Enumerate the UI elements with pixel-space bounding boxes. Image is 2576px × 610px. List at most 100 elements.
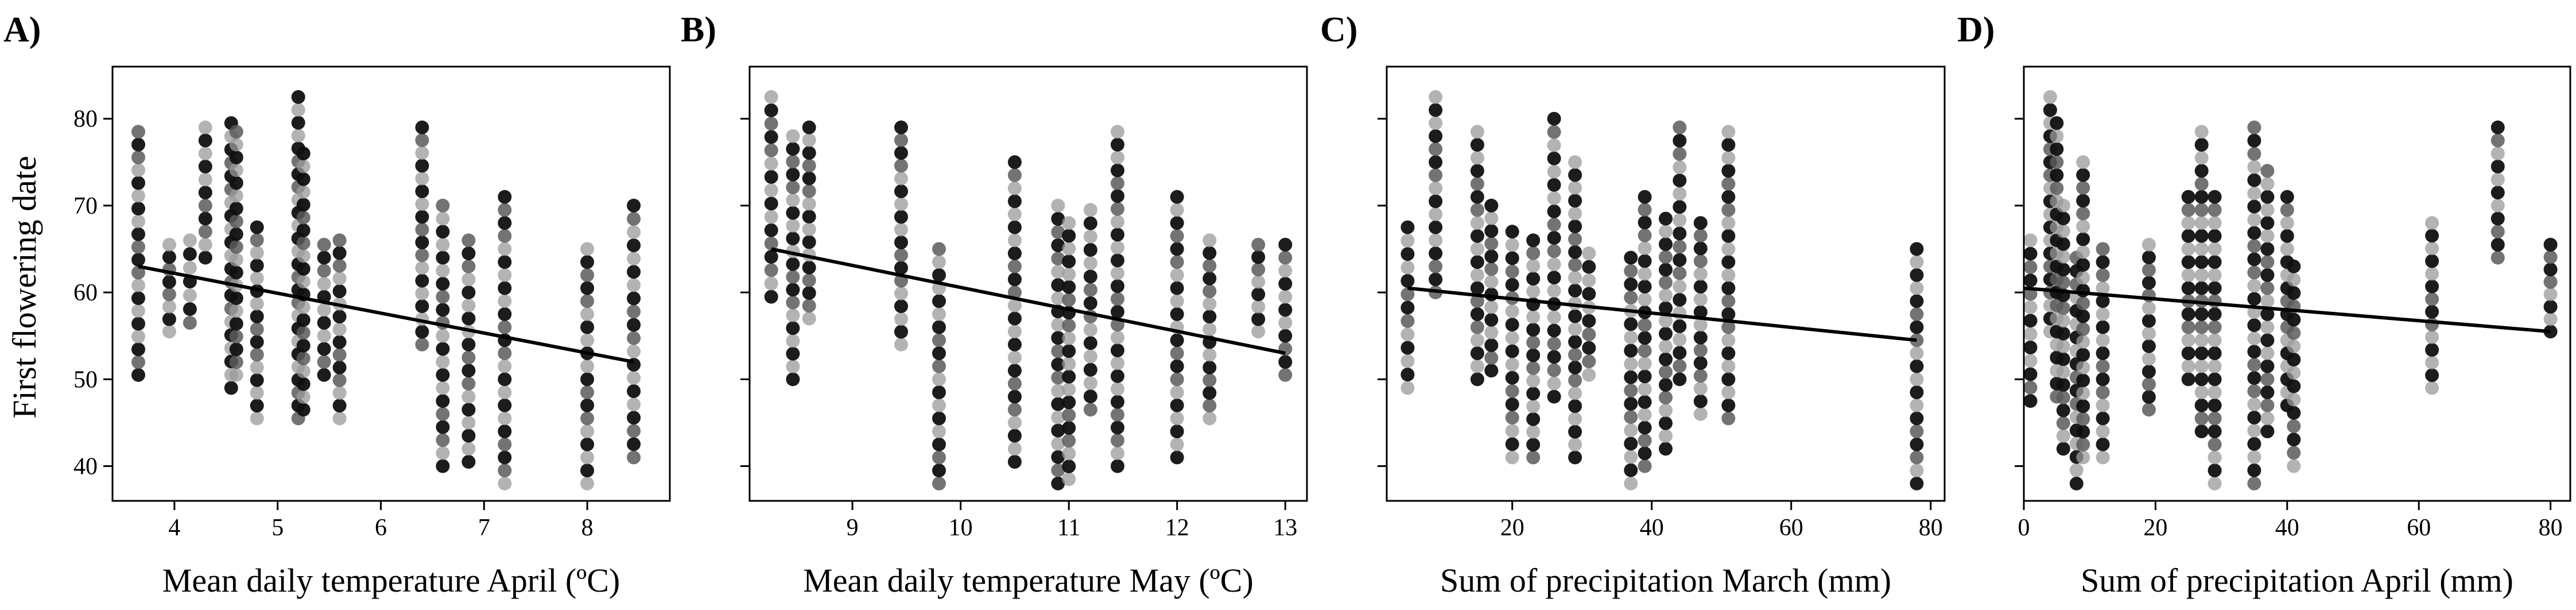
data-point bbox=[1673, 120, 1687, 134]
data-point bbox=[2056, 391, 2070, 405]
data-point bbox=[1007, 364, 1022, 378]
y-tick-label: 60 bbox=[73, 280, 98, 306]
data-point bbox=[332, 246, 347, 260]
data-point bbox=[2194, 138, 2209, 152]
data-point bbox=[1910, 372, 1924, 387]
data-point bbox=[2208, 216, 2222, 230]
data-point bbox=[786, 372, 800, 387]
data-point bbox=[1400, 341, 1415, 355]
data-point bbox=[894, 312, 908, 326]
data-point bbox=[1721, 398, 1736, 412]
data-point bbox=[1400, 368, 1415, 382]
data-point bbox=[1062, 369, 1076, 384]
data-point bbox=[1638, 254, 1652, 268]
data-point bbox=[764, 263, 778, 277]
data-point bbox=[1568, 348, 1582, 362]
data-point bbox=[2076, 258, 2090, 272]
data-point bbox=[2490, 133, 2505, 148]
data-point bbox=[296, 249, 311, 263]
data-point bbox=[461, 285, 476, 300]
data-point bbox=[1484, 351, 1499, 365]
data-point bbox=[2490, 211, 2505, 226]
data-point bbox=[1624, 476, 1638, 491]
data-point bbox=[2056, 301, 2070, 315]
data-point bbox=[1470, 150, 1484, 165]
data-point bbox=[296, 377, 311, 391]
data-point bbox=[1051, 476, 1065, 491]
data-point bbox=[802, 120, 816, 134]
data-point bbox=[1693, 343, 1708, 357]
data-point bbox=[131, 125, 145, 139]
data-point bbox=[764, 223, 778, 237]
data-point bbox=[786, 321, 800, 335]
data-point bbox=[932, 411, 946, 426]
data-point bbox=[2056, 442, 2070, 456]
data-point bbox=[1484, 224, 1499, 238]
data-point bbox=[1007, 285, 1022, 300]
data-point bbox=[1051, 291, 1065, 306]
data-point bbox=[415, 210, 429, 224]
data-point bbox=[436, 211, 450, 226]
data-point bbox=[229, 240, 243, 254]
data-point bbox=[1400, 314, 1415, 328]
data-point bbox=[1526, 424, 1541, 439]
data-point bbox=[764, 143, 778, 157]
data-point bbox=[1051, 212, 1065, 226]
data-point bbox=[1526, 387, 1541, 401]
data-point bbox=[498, 450, 512, 465]
x-tick-label: 10 bbox=[949, 515, 973, 541]
data-point bbox=[198, 250, 212, 265]
data-point bbox=[1202, 271, 1217, 285]
data-point bbox=[1470, 359, 1484, 373]
data-point bbox=[1170, 203, 1184, 217]
data-point bbox=[2076, 438, 2090, 451]
data-point bbox=[2208, 190, 2222, 204]
data-point bbox=[2194, 320, 2209, 334]
data-point bbox=[786, 308, 800, 322]
data-point bbox=[2050, 181, 2064, 195]
data-point bbox=[2096, 372, 2110, 387]
data-point bbox=[627, 344, 641, 358]
data-point bbox=[1484, 312, 1499, 327]
data-point bbox=[2543, 275, 2558, 289]
data-point bbox=[1083, 229, 1097, 244]
data-point bbox=[2023, 327, 2038, 341]
data-point bbox=[2260, 385, 2275, 399]
data-point bbox=[1721, 125, 1736, 139]
data-point bbox=[1484, 300, 1499, 314]
data-point bbox=[1721, 242, 1736, 256]
panel-letter: A) bbox=[3, 10, 41, 49]
data-point bbox=[1568, 258, 1582, 272]
data-point bbox=[2076, 155, 2090, 169]
data-point bbox=[2096, 437, 2110, 451]
data-point bbox=[498, 268, 512, 282]
data-point bbox=[332, 322, 347, 337]
data-point bbox=[2194, 216, 2209, 230]
data-point bbox=[1721, 385, 1736, 399]
plot-frame bbox=[111, 65, 671, 502]
data-point bbox=[2425, 279, 2439, 294]
data-point bbox=[1568, 219, 1582, 234]
data-point bbox=[580, 307, 595, 321]
data-point bbox=[1505, 238, 1519, 252]
data-point bbox=[229, 137, 243, 152]
data-point bbox=[764, 156, 778, 171]
data-point bbox=[1470, 242, 1484, 256]
data-point bbox=[2260, 203, 2275, 217]
data-point bbox=[250, 310, 264, 323]
data-point bbox=[802, 171, 816, 186]
data-point bbox=[1429, 90, 1443, 104]
data-point bbox=[1526, 348, 1541, 362]
data-point bbox=[1062, 446, 1076, 461]
data-point bbox=[131, 188, 145, 203]
data-point bbox=[1638, 408, 1652, 422]
data-point bbox=[2287, 339, 2301, 353]
data-point bbox=[2287, 259, 2301, 273]
data-point bbox=[1526, 272, 1541, 286]
data-point bbox=[296, 275, 311, 289]
data-point bbox=[2260, 424, 2275, 438]
x-tick-label: 0 bbox=[2018, 515, 2030, 541]
data-point bbox=[2280, 229, 2294, 243]
data-point bbox=[498, 320, 512, 334]
x-tick-label: 4 bbox=[168, 515, 180, 541]
